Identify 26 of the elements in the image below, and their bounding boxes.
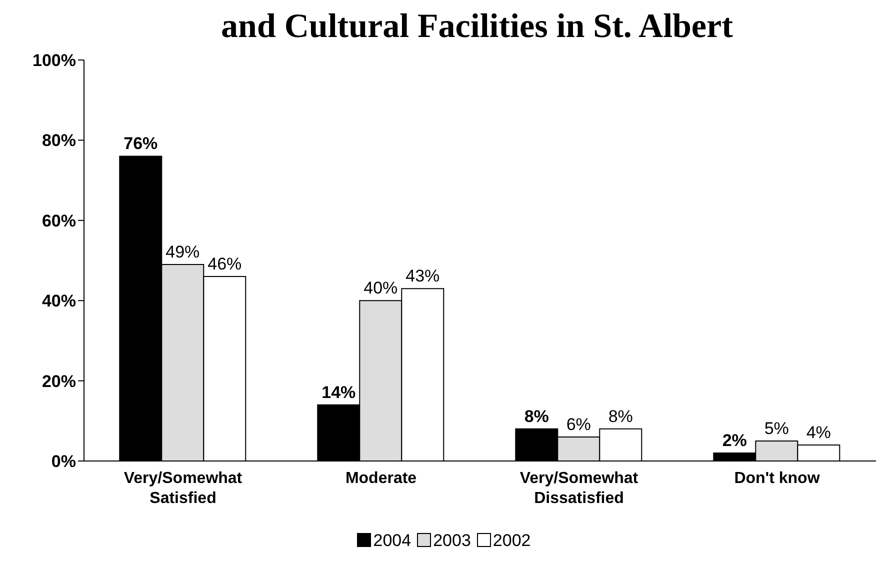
data-label: 49% [166, 242, 200, 262]
y-tick-label: 80% [42, 131, 76, 150]
legend-label: 2004 [372, 531, 412, 550]
x-tick-label: Very/Somewhat Satisfied [124, 470, 243, 507]
chart-title: and Cultural Facilities in St. Albert [220, 8, 734, 46]
data-label: 43% [406, 266, 440, 286]
data-label: 4% [806, 422, 831, 442]
data-label: 40% [364, 278, 398, 298]
data-label: 8% [608, 406, 633, 426]
data-label: 76% [124, 134, 158, 154]
y-tick-label: 60% [42, 211, 76, 230]
y-tick-label: 100% [32, 51, 76, 70]
y-tick-label: 0% [51, 452, 76, 472]
legend-label: 2002 [492, 531, 531, 550]
y-tick-label: 20% [42, 372, 76, 391]
data-label: 46% [208, 254, 242, 274]
x-tick-label: Don't know [734, 470, 820, 487]
x-tick-label: Very/Somewhat Dissatisfied [520, 470, 639, 507]
data-label: 5% [764, 418, 789, 438]
x-tick-label: Moderate [345, 470, 417, 487]
data-label: 6% [566, 414, 591, 434]
data-label: 2% [722, 430, 747, 450]
data-label: 14% [322, 382, 356, 402]
data-label: 8% [524, 406, 549, 426]
y-tick-label: 40% [42, 292, 76, 311]
legend-label: 2003 [432, 531, 471, 550]
